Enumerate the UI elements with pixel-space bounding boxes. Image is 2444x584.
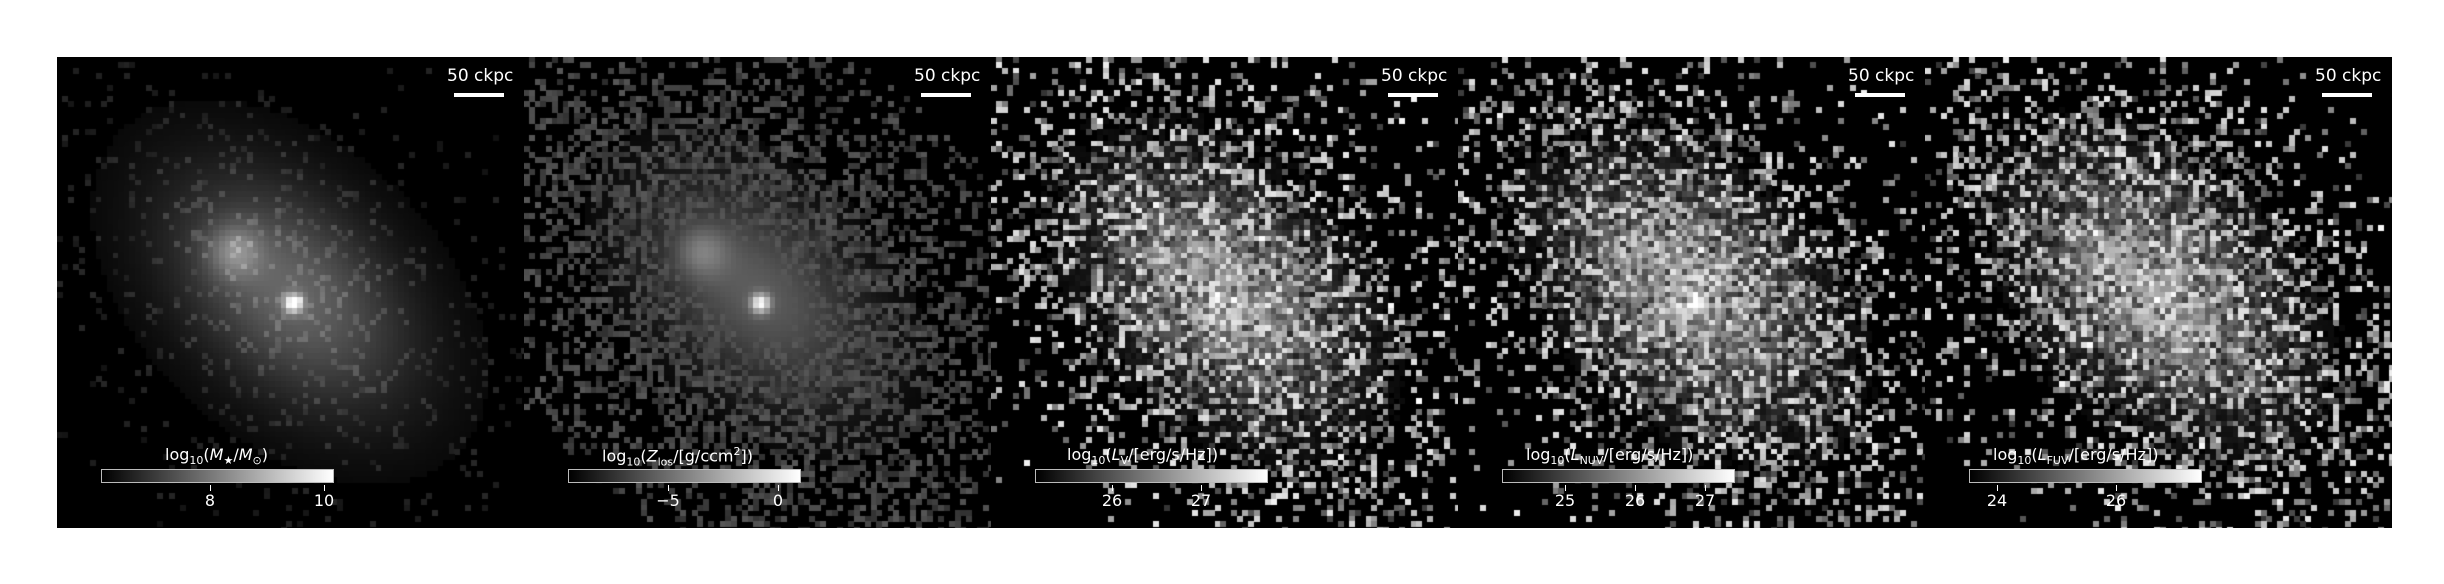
scalebar bbox=[921, 93, 971, 97]
stellar-mass-panel: 50 ckpc log10(M★/M⊙) 8 10 bbox=[57, 57, 524, 528]
colorbar-title: log10(Zlos/[g/ccm2]) bbox=[602, 445, 753, 469]
v-band-luminosity-map bbox=[991, 57, 1458, 528]
colorbar-tick-label: 10 bbox=[313, 491, 335, 510]
colorbar bbox=[101, 469, 334, 483]
galaxy-map-figure: 50 ckpc log10(M★/M⊙) 8 10 50 ckpc log10(… bbox=[57, 57, 2392, 528]
colorbar-tick-label: 8 bbox=[204, 491, 216, 510]
scalebar-label: 50 ckpc bbox=[914, 66, 981, 86]
colorbar-tick bbox=[778, 485, 779, 491]
colorbar bbox=[1969, 469, 2202, 483]
colorbar-title: log10(M★/M⊙) bbox=[165, 445, 268, 468]
colorbar-tick bbox=[1201, 485, 1202, 491]
colorbar-tick-label: 27 bbox=[1190, 491, 1212, 510]
metallicity-map bbox=[524, 57, 991, 528]
colorbar-tick bbox=[1705, 485, 1706, 491]
colorbar-title: log10(LFUV/[erg/s/Hz]) bbox=[1993, 445, 2159, 468]
colorbar-tick bbox=[324, 485, 325, 491]
colorbar-tick bbox=[1112, 485, 1113, 491]
scalebar-label: 50 ckpc bbox=[2315, 66, 2382, 86]
colorbar-tick-label: 24 bbox=[1986, 491, 2008, 510]
scalebar bbox=[1388, 93, 1438, 97]
colorbar bbox=[568, 469, 801, 483]
colorbar-tick-label: 25 bbox=[1554, 491, 1576, 510]
scalebar-label: 50 ckpc bbox=[1381, 66, 1448, 86]
colorbar-title: log10(LNUV/[erg/s/Hz]) bbox=[1526, 445, 1694, 468]
metallicity-panel: 50 ckpc log10(Zlos/[g/ccm2]) −5 0 bbox=[524, 57, 991, 528]
colorbar-tick-label: 0 bbox=[772, 491, 784, 510]
colorbar bbox=[1035, 469, 1268, 483]
scalebar bbox=[2322, 93, 2372, 97]
colorbar-tick bbox=[1997, 485, 1998, 491]
colorbar bbox=[1502, 469, 1735, 483]
nuv-luminosity-panel: 50 ckpc log10(LNUV/[erg/s/Hz]) 25 26 27 bbox=[1458, 57, 1925, 528]
colorbar-title: log10(LV/[erg/s/Hz]) bbox=[1067, 445, 1219, 468]
colorbar-tick bbox=[668, 485, 669, 491]
fuv-luminosity-panel: 50 ckpc log10(LFUV/[erg/s/Hz]) 24 26 bbox=[1925, 57, 2392, 528]
nuv-luminosity-map bbox=[1458, 57, 1925, 528]
scalebar bbox=[454, 93, 504, 97]
scalebar-label: 50 ckpc bbox=[447, 66, 514, 86]
colorbar-tick-label: 26 bbox=[1624, 491, 1646, 510]
fuv-luminosity-map bbox=[1925, 57, 2392, 528]
colorbar-tick bbox=[1635, 485, 1636, 491]
scalebar bbox=[1855, 93, 1905, 97]
colorbar-tick-label: 26 bbox=[1101, 491, 1123, 510]
colorbar-tick-label: 26 bbox=[2105, 491, 2127, 510]
colorbar-tick-label: 27 bbox=[1694, 491, 1716, 510]
v-band-luminosity-panel: 50 ckpc log10(LV/[erg/s/Hz]) 26 27 bbox=[991, 57, 1458, 528]
colorbar-tick bbox=[210, 485, 211, 491]
colorbar-tick bbox=[2116, 485, 2117, 491]
stellar-mass-map bbox=[57, 57, 524, 528]
colorbar-tick-label: −5 bbox=[656, 491, 680, 510]
scalebar-label: 50 ckpc bbox=[1848, 66, 1915, 86]
colorbar-tick bbox=[1565, 485, 1566, 491]
